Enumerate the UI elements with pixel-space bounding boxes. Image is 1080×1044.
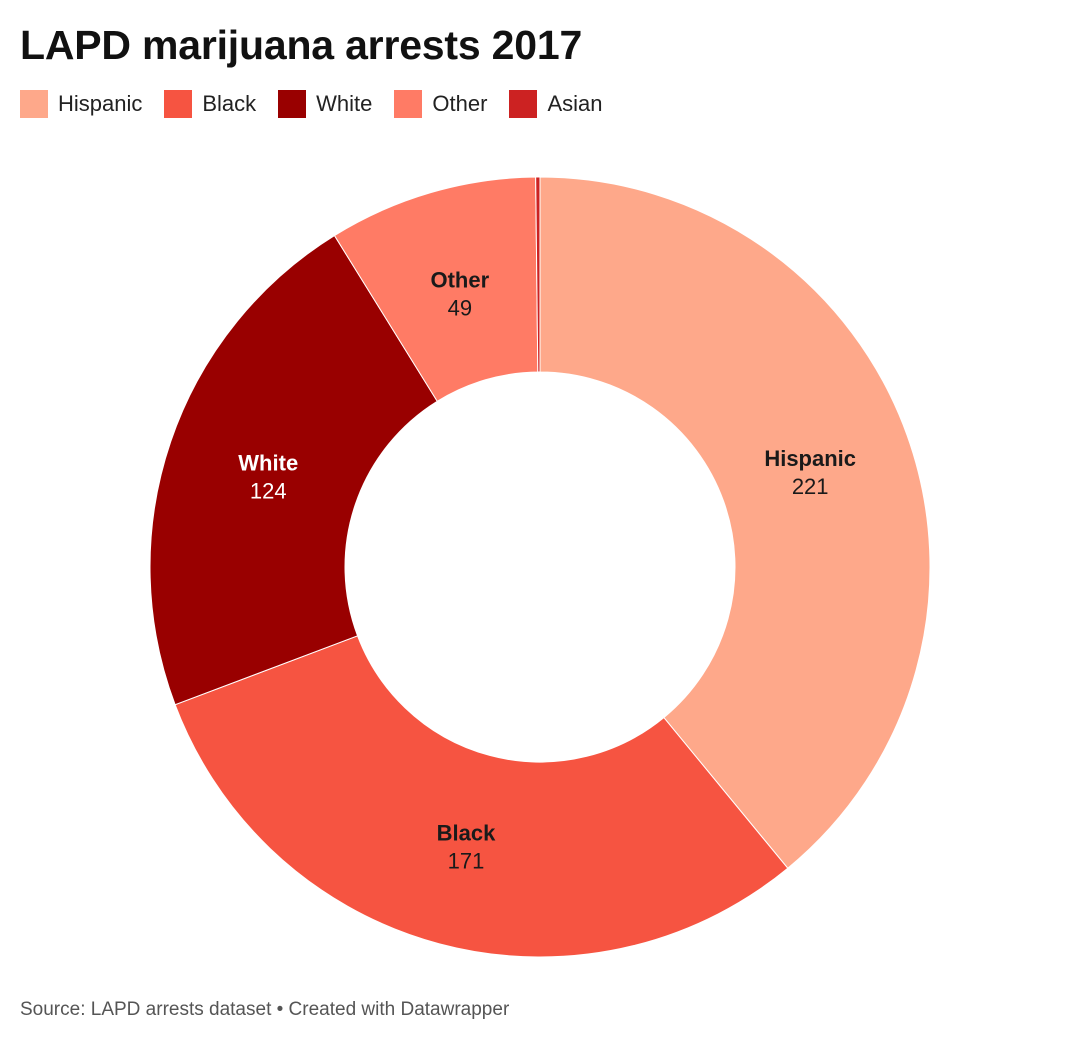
legend-label: Asian	[547, 91, 603, 116]
legend-item-other: Other	[394, 90, 487, 118]
donut-slices	[149, 176, 931, 958]
legend-item-black: Black	[164, 90, 256, 118]
legend-swatch	[278, 90, 307, 118]
legend-swatch	[164, 90, 193, 118]
slice-label-name-black: Black	[437, 820, 496, 845]
legend-label: Hispanic	[58, 91, 143, 116]
chart-title: LAPD marijuana arrests 2017	[20, 22, 583, 68]
slice-label-value-black: 171	[448, 848, 485, 873]
slice-asian	[535, 176, 541, 373]
legend-swatch	[20, 90, 48, 118]
slice-label-value-white: 124	[250, 479, 287, 504]
slice-label-name-white: White	[238, 451, 298, 476]
slice-black	[174, 635, 789, 958]
slice-label-value-hispanic: 221	[792, 474, 829, 499]
legend-swatch	[394, 90, 423, 118]
legend-swatch	[509, 90, 538, 118]
legend-label: White	[316, 91, 373, 116]
legend-label: Other	[432, 91, 488, 116]
legend-item-asian: Asian	[509, 90, 603, 118]
source-note: Source: LAPD arrests dataset • Created w…	[20, 999, 510, 1020]
slice-label-name-other: Other	[430, 267, 489, 292]
slice-hispanic	[539, 176, 931, 869]
slice-white	[149, 234, 438, 706]
legend: Hispanic Black White Other Asian	[20, 89, 625, 119]
slice-labels: Hispanic 221 Black 171 White 124 Other 49	[238, 267, 856, 873]
slice-label-name-hispanic: Hispanic	[764, 446, 856, 471]
legend-item-white: White	[278, 90, 372, 118]
legend-item-hispanic: Hispanic	[20, 90, 142, 118]
slice-label-value-other: 49	[448, 295, 472, 320]
legend-label: Black	[202, 91, 257, 116]
